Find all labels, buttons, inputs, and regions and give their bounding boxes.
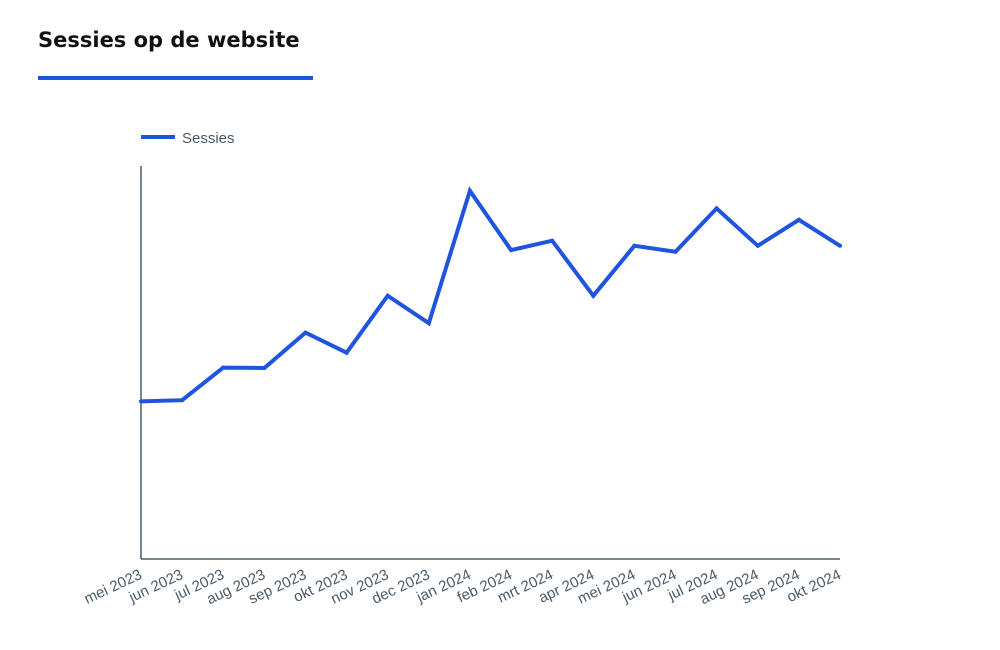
series-layer [139,186,842,404]
data-point [796,217,801,222]
data-point [467,188,472,193]
data-point [180,398,185,403]
data-point [714,206,719,211]
data-point [344,350,349,355]
legend-label-sessies: Sessies [182,130,235,147]
data-point [426,321,431,326]
data-point [221,365,226,370]
data-point [755,243,760,248]
data-point [550,238,555,243]
data-point [591,293,596,298]
data-point [632,243,637,248]
data-point [838,243,842,248]
chart-legend: Sessies [141,130,235,147]
data-point [262,366,267,370]
data-point [509,248,514,253]
data-point [673,249,678,254]
title-underline [38,76,313,80]
data-point [303,330,308,335]
data-point [139,399,143,404]
data-point [385,293,390,298]
series-line-sessies [140,186,842,404]
page-title: Sessies op de website [38,28,300,52]
